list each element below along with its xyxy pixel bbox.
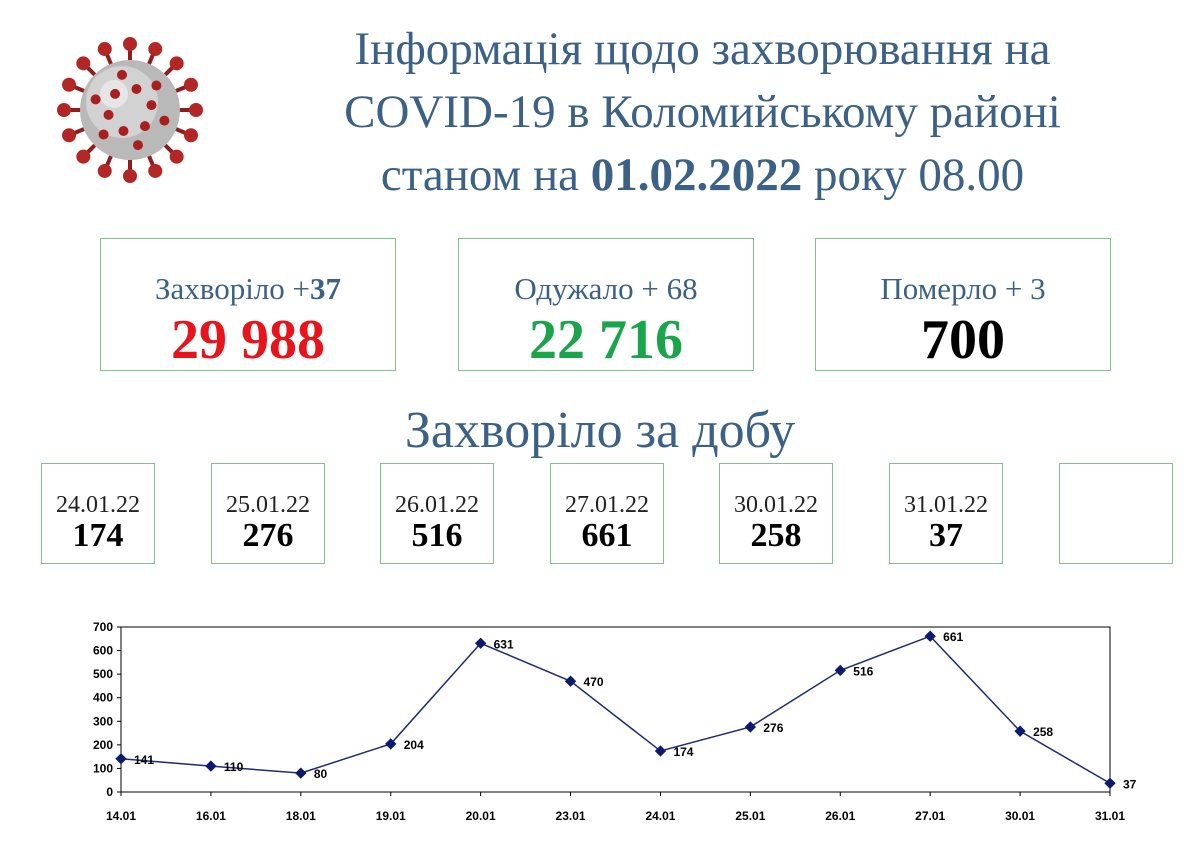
data-label: 141 [134,753,154,767]
y-tick-label: 700 [93,620,113,634]
day-value: 174 [72,517,124,554]
day-date: 30.01.22 [734,492,818,518]
daily-title: Захворіло за добу [404,402,796,459]
day-box: 30.01.22 258 [719,463,833,564]
data-point [654,745,667,757]
series-line [120,635,1111,784]
data-label: 470 [584,675,604,689]
x-tick-label: 16.01 [196,809,226,823]
day-value: 276 [242,517,294,554]
y-tick-label: 500 [93,667,113,681]
x-tick-label: 26.01 [825,809,855,823]
day-box-empty [1059,463,1173,564]
x-tick-label: 25.01 [735,809,765,823]
y-tick-label: 100 [93,761,113,775]
day-box: 26.01.22 516 [380,463,494,564]
data-label: 258 [1033,725,1053,739]
day-date: 24.01.22 [56,492,140,518]
data-point [744,721,757,733]
day-box: 25.01.22 276 [211,463,325,564]
y-tick-label: 600 [93,644,113,658]
data-label: 516 [853,664,873,678]
stat-box-recovered: Одужало + 68 22 716 [458,238,754,371]
data-point [385,738,397,750]
coronavirus-icon [57,37,203,183]
data-label: 204 [404,738,424,752]
x-tick-label: 18.01 [286,809,316,823]
data-label: 80 [314,767,328,781]
stat-label: Захворіло +37 [154,271,342,306]
data-label: 661 [943,630,963,644]
stat-value: 29 988 [171,309,325,371]
data-point [295,767,307,779]
data-label: 37 [1123,777,1137,791]
x-tick-label: 14.01 [106,809,136,823]
x-tick-label: 24.01 [645,809,675,823]
y-tick-label: 200 [93,738,113,752]
y-tick-label: 300 [93,714,113,728]
stat-value: 22 716 [529,309,683,371]
data-label: 174 [673,745,693,759]
daily-cases-line-chart: 0 100 200 300 400 500 600 700 14.01 16.01 18.01 19.… [93,620,1137,823]
day-value: 258 [750,517,802,554]
x-tick-label: 31.01 [1095,809,1125,823]
stat-value: 700 [921,309,1005,371]
x-tick-label: 30.01 [1005,809,1035,823]
data-point [834,664,846,677]
data-point [115,753,127,765]
data-point [205,760,217,772]
data-point [1104,777,1116,789]
stat-box-deaths: Померло + 3 700 [815,238,1111,371]
plot-area [120,626,1111,793]
y-tick-label: 400 [93,691,113,705]
stat-label: Одужало + 68 [514,271,698,306]
x-tick-label: 19.01 [376,809,406,823]
day-value: 661 [581,517,633,554]
data-label: 276 [763,721,783,735]
x-tick-label: 20.01 [466,809,496,823]
page-title: Інформація щодо захворювання на COVID-19… [344,23,1061,201]
day-date: 25.01.22 [226,492,310,518]
day-box: 27.01.22 661 [550,463,664,564]
data-point [564,675,577,687]
day-value: 37 [929,517,963,554]
data-label: 110 [224,760,244,774]
x-tick-label: 23.01 [556,809,586,823]
day-date: 26.01.22 [395,492,479,518]
y-tick-label: 0 [106,785,113,799]
title-date: 01.02.2022 [590,149,803,201]
stat-label: Померло + 3 [880,271,1046,306]
day-date: 31.01.22 [904,492,988,518]
day-date: 27.01.22 [565,492,649,518]
data-label: 631 [494,637,514,651]
x-tick-label: 27.01 [915,809,945,823]
day-box: 24.01.22 174 [41,463,155,564]
stat-box-sick: Захворіло +37 29 988 [100,238,396,371]
day-box: 31.01.22 37 [889,463,1003,564]
day-value: 516 [411,517,463,554]
